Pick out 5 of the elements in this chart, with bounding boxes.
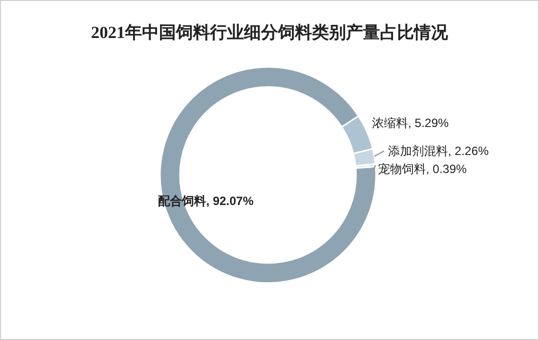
slice-label: 添加剂混料, 2.26% [388, 144, 490, 158]
slice-label: 宠物饲料, 0.39% [378, 162, 468, 176]
chart-title: 2021年中国饲料行业细分饲料类别产量占比情况 [91, 23, 449, 42]
slice-label: 配合饲料, 92.07% [158, 194, 254, 210]
slice-label: 浓缩料, 5.29% [372, 116, 450, 130]
